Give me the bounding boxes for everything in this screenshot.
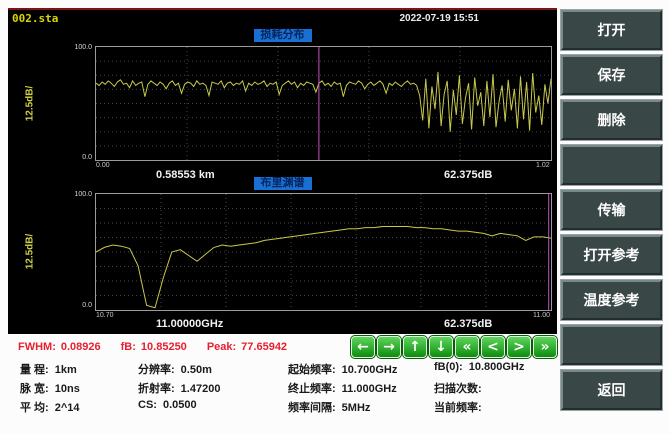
param-resolution-label: 分辨率: [138, 364, 175, 376]
param-range-label: 量 程: [20, 364, 49, 376]
sidebar-button-open-reference[interactable]: 打开参考 [560, 234, 663, 276]
chart1-x-max-tick: 1.02 [536, 162, 550, 169]
chart1-x-min-tick: 0.00 [96, 162, 110, 169]
sidebar-button-open[interactable]: 打开 [560, 9, 663, 51]
chart2-y-axis-scale-label: 12.5dB/ [24, 233, 36, 270]
param-average-label: 平 均: [20, 402, 49, 414]
loss-distribution-title: 损耗分布 [253, 29, 312, 42]
chart2-x-min-tick: 10.70 [96, 312, 114, 319]
sidebar-button-blank-1[interactable] [560, 144, 663, 186]
nav-arrow-step-left[interactable]: < [480, 335, 506, 359]
chart1-cursor-position-readout: 0.58553 km [156, 169, 215, 181]
param-stop-frequency-label: 终止频率: [288, 383, 336, 395]
fb-value: 10.85250 [140, 341, 187, 353]
sidebar-button-transfer[interactable]: 传输 [560, 189, 663, 231]
param-refractive-index-label: 折射率: [138, 383, 175, 395]
measurement-readouts: FWHM: 0.08926 fB: 10.85250 Peak: 77.65942 [18, 341, 307, 353]
param-refractive-index-value: 1.47200 [180, 383, 221, 395]
param-cs: CS: 0.0500 [138, 399, 288, 418]
nav-arrow-fast-right[interactable]: » [532, 335, 558, 359]
param-frequency-step-label: 频率间隔: [288, 402, 336, 414]
open-file-name: 002.sta [12, 12, 59, 25]
param-cs-value: 0.0500 [162, 399, 197, 411]
fwhm-label: FWHM: [18, 341, 56, 353]
brillouin-spectrum-plot-area[interactable] [95, 193, 552, 311]
param-frequency-step: 频率间隔: 5MHz [288, 399, 434, 418]
param-pulse-width: 脉 宽: 10ns [20, 380, 138, 399]
param-average-value: 2^14 [54, 402, 80, 414]
param-cs-label: CS: [138, 399, 157, 411]
peak-label: Peak: [206, 341, 237, 353]
chart2-x-max-tick: 11.00 [533, 312, 550, 319]
param-pulse-width-value: 10ns [54, 383, 80, 395]
status-row: FWHM: 0.08926 fB: 10.85250 Peak: 77.65942 ← → ↑… [8, 335, 558, 359]
nav-arrow-step-right[interactable]: > [506, 335, 532, 359]
fb-label: fB: [120, 341, 136, 353]
param-resolution-value: 0.50m [180, 364, 212, 376]
chart-canvas [95, 47, 552, 160]
chart1-y-axis-scale-label: 12.5dB/ [24, 85, 36, 122]
nav-arrow-right[interactable]: → [376, 335, 402, 359]
param-stop-frequency: 终止频率: 11.000GHz [288, 380, 434, 399]
chart1-y-min-label: 0.0 [82, 154, 92, 161]
param-current-frequency: 当前频率: [434, 399, 557, 418]
param-fb0-label: fB(0): [434, 361, 463, 373]
nav-arrow-left[interactable]: ← [350, 335, 376, 359]
function-button-column: 打开 保存 删除传输 打开参考 温度参考返回 [560, 9, 663, 415]
nav-arrow-up[interactable]: ↑ [402, 335, 428, 359]
brillouin-spectrum-title: 布里渊谱 [253, 177, 312, 190]
chart2-y-max-label: 100.0 [74, 191, 92, 198]
chart2-y-min-label: 0.0 [82, 302, 92, 309]
param-resolution: 分辨率: 0.50m [138, 361, 288, 380]
param-start-frequency-label: 起始频率: [288, 364, 336, 376]
nav-arrow-down[interactable]: ↓ [428, 335, 454, 359]
param-range: 量 程: 1km [20, 361, 138, 380]
chart1-level-readout: 62.375dB [444, 169, 493, 181]
param-start-frequency-value: 10.700GHz [341, 364, 398, 376]
measurement-parameters: 量 程: 1km 分辨率: 0.50m 起始频率: 10.700GHz fB(0): 10.8… [8, 361, 557, 418]
param-average: 平 均: 2^14 [20, 399, 138, 418]
param-sweep-count-label: 扫描次数: [434, 383, 482, 395]
datetime-display: 2022-07-19 15:51 [399, 13, 479, 24]
cursor-navigation-arrows: ← → ↑ ↓ «< >» [350, 335, 558, 359]
sidebar-button-blank-2[interactable] [560, 324, 663, 366]
sidebar-button-delete[interactable]: 删除 [560, 99, 663, 141]
instrument-screen: 002.sta 2022-07-19 15:51 损耗分布 100.0 0.0 … [8, 8, 557, 334]
param-pulse-width-label: 脉 宽: [20, 383, 49, 395]
param-frequency-step-value: 5MHz [341, 402, 371, 414]
param-start-frequency: 起始频率: 10.700GHz [288, 361, 434, 380]
chart2-level-readout: 62.375dB [444, 318, 493, 330]
param-current-frequency-label: 当前频率: [434, 402, 482, 414]
chart-canvas [95, 194, 552, 310]
peak-value: 77.65942 [241, 341, 288, 353]
param-stop-frequency-value: 11.000GHz [341, 383, 397, 395]
param-refractive-index: 折射率: 1.47200 [138, 380, 288, 399]
chart1-y-max-label: 100.0 [74, 44, 92, 51]
sidebar-button-return[interactable]: 返回 [560, 369, 663, 411]
sidebar-button-temperature-reference[interactable]: 温度参考 [560, 279, 663, 321]
param-sweep-count: 扫描次数: [434, 380, 557, 399]
param-range-value: 1km [54, 364, 77, 376]
param-fb0-value: 10.800GHz [468, 361, 525, 373]
loss-distribution-plot-area[interactable] [95, 46, 552, 161]
param-fb0: fB(0): 10.800GHz [434, 361, 557, 380]
fwhm-value: 0.08926 [60, 341, 101, 353]
sidebar-button-save[interactable]: 保存 [560, 54, 663, 96]
chart2-cursor-frequency-readout: 11.00000GHz [156, 318, 224, 330]
nav-arrow-fast-left[interactable]: « [454, 335, 480, 359]
